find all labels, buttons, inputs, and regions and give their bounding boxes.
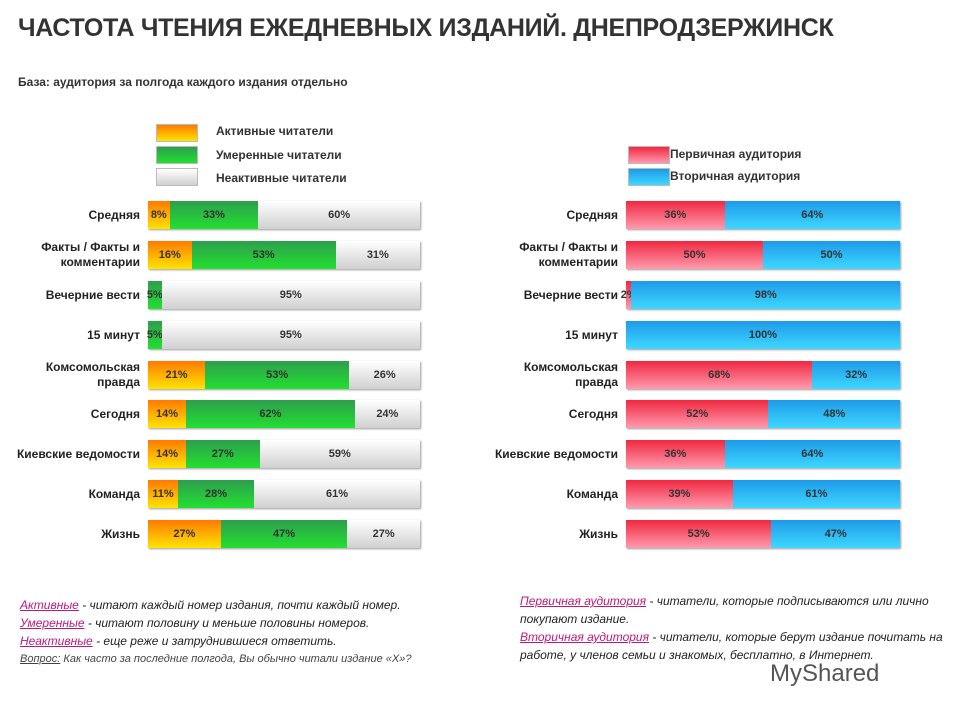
bar-segment: 24% — [354, 400, 420, 428]
bar-segment: 36% — [626, 440, 725, 468]
stacked-bar: 16% 53% 31% — [148, 241, 420, 269]
bar-segment: 47% — [220, 520, 348, 548]
base-note: База: аудитория за полгода каждого издан… — [18, 75, 348, 89]
stacked-bar: 5% 95% — [147, 281, 420, 309]
category-label: Вечерние вести — [45, 287, 140, 302]
stacked-bar: 14% 27% 59% — [148, 440, 420, 468]
category-label: Факты / Факты и комментарии — [41, 240, 140, 269]
bar-segment: 21% — [148, 361, 206, 389]
note-secondary: Вторичная аудитория - читатели, которые … — [520, 630, 943, 662]
note-inactive: Неактивные - еще реже и затруднившиеся о… — [20, 634, 337, 648]
bar-segment: 64% — [724, 440, 900, 468]
bar-segment: 36% — [626, 201, 725, 229]
bar-segment: 53% — [205, 361, 350, 389]
category-label: 15 минут — [87, 327, 140, 342]
stacked-bar: 36% 64% — [626, 201, 900, 229]
category-label: Факты / Факты и комментарии — [519, 240, 618, 269]
bar-segment: 27% — [186, 440, 260, 468]
category-label: Киевские ведомости — [16, 446, 140, 461]
bar-segment: 14% — [148, 440, 187, 468]
stacked-bar: 100% — [626, 321, 900, 349]
stacked-bar: 21% 53% 26% — [148, 361, 420, 389]
bar-segment: 95% — [161, 281, 420, 309]
category-label: Комсомольская правда — [523, 360, 618, 389]
bar-segment: 11% — [148, 480, 178, 508]
stacked-bar: 52% 48% — [626, 400, 900, 428]
bar-segment: 53% — [626, 520, 772, 548]
bar-segment: 27% — [148, 520, 221, 548]
category-label: Команда — [566, 486, 618, 501]
stacked-bar: 50% 50% — [626, 241, 900, 269]
bar-segment: 16% — [148, 241, 192, 269]
category-label: Киевские ведомости — [494, 446, 618, 461]
bar-segment: 62% — [186, 400, 355, 428]
bar-segment: 26% — [349, 361, 420, 389]
category-label: Сегодня — [90, 406, 140, 421]
stacked-bar: 36% 64% — [626, 440, 900, 468]
stacked-bar: 5% 95% — [147, 321, 420, 349]
notes-left: Активные - читают каждый номер издания, … — [20, 596, 500, 668]
legend-swatch — [628, 168, 670, 186]
category-label: Комсомольская правда — [45, 360, 140, 389]
legend-swatch — [156, 168, 198, 186]
category-label: Средняя — [566, 207, 618, 222]
bar-segment: 59% — [259, 440, 420, 468]
stacked-bar: 2% 98% — [621, 281, 900, 309]
bar-segment: 64% — [724, 201, 900, 229]
note-moderate: Умеренные - читают половину и меньше пол… — [20, 616, 370, 630]
category-label: 15 минут — [565, 327, 618, 342]
bar-segment: 98% — [631, 281, 900, 309]
bar-segment: 5% — [147, 321, 163, 349]
stacked-bar: 68% 32% — [626, 361, 900, 389]
stacked-bar: 14% 62% 24% — [148, 400, 420, 428]
category-label: Сегодня — [568, 406, 618, 421]
bar-segment: 28% — [177, 480, 255, 508]
stacked-bar: 39% 61% — [626, 480, 900, 508]
stacked-bar: 53% 47% — [626, 520, 900, 548]
category-label: Средняя — [88, 207, 140, 222]
category-label: Жизнь — [101, 526, 140, 541]
bar-segment: 53% — [191, 241, 336, 269]
stacked-bar: 27% 47% 27% — [148, 520, 420, 548]
watermark-logo: MyShared — [770, 660, 880, 687]
bar-segment: 33% — [169, 201, 259, 229]
legend-label: Вторичная аудитория — [670, 169, 801, 183]
legend-swatch — [628, 146, 670, 164]
bar-segment: 39% — [626, 480, 733, 508]
stacked-bar: 8% 33% 60% — [148, 201, 420, 229]
bar-segment: 60% — [258, 201, 420, 229]
bar-segment: 50% — [763, 241, 900, 269]
bar-segment: 61% — [732, 480, 900, 508]
notes-right: Первичная аудитория - читатели, которые … — [520, 592, 945, 664]
bar-segment: 31% — [335, 241, 420, 269]
bar-segment: 61% — [254, 480, 420, 508]
bar-segment: 95% — [161, 321, 420, 349]
page-title: ЧАСТОТА ЧТЕНИЯ ЕЖЕДНЕВНЫХ ИЗДАНИЙ. ДНЕПР… — [18, 14, 834, 42]
legend-label: Умеренные читатели — [216, 148, 342, 162]
question: Вопрос: Как часто за последние полгода, … — [20, 653, 412, 665]
stacked-bar: 11% 28% 61% — [148, 480, 420, 508]
category-label: Вечерние вести — [523, 287, 618, 302]
bar-segment: 27% — [347, 520, 420, 548]
note-primary: Первичная аудитория - читатели, которые … — [520, 594, 929, 626]
bar-segment: 47% — [771, 520, 900, 548]
legend-label: Первичная аудитория — [670, 147, 802, 161]
legend-label: Активные читатели — [216, 124, 334, 138]
note-active: Активные - читают каждый номер издания, … — [20, 598, 401, 612]
category-label: Жизнь — [579, 526, 618, 541]
bar-segment: 5% — [147, 281, 163, 309]
category-label: Команда — [88, 486, 140, 501]
legend-swatch — [156, 146, 198, 164]
bar-segment: 50% — [626, 241, 763, 269]
legend-label: Неактивные читатели — [216, 171, 347, 185]
bar-segment: 68% — [626, 361, 813, 389]
legend-swatch — [156, 124, 198, 142]
bar-segment: 32% — [812, 361, 900, 389]
bar-segment: 14% — [148, 400, 187, 428]
bar-segment: 48% — [768, 400, 900, 428]
bar-segment: 52% — [626, 400, 769, 428]
bar-segment: 100% — [626, 321, 900, 349]
bar-segment: 8% — [148, 201, 170, 229]
